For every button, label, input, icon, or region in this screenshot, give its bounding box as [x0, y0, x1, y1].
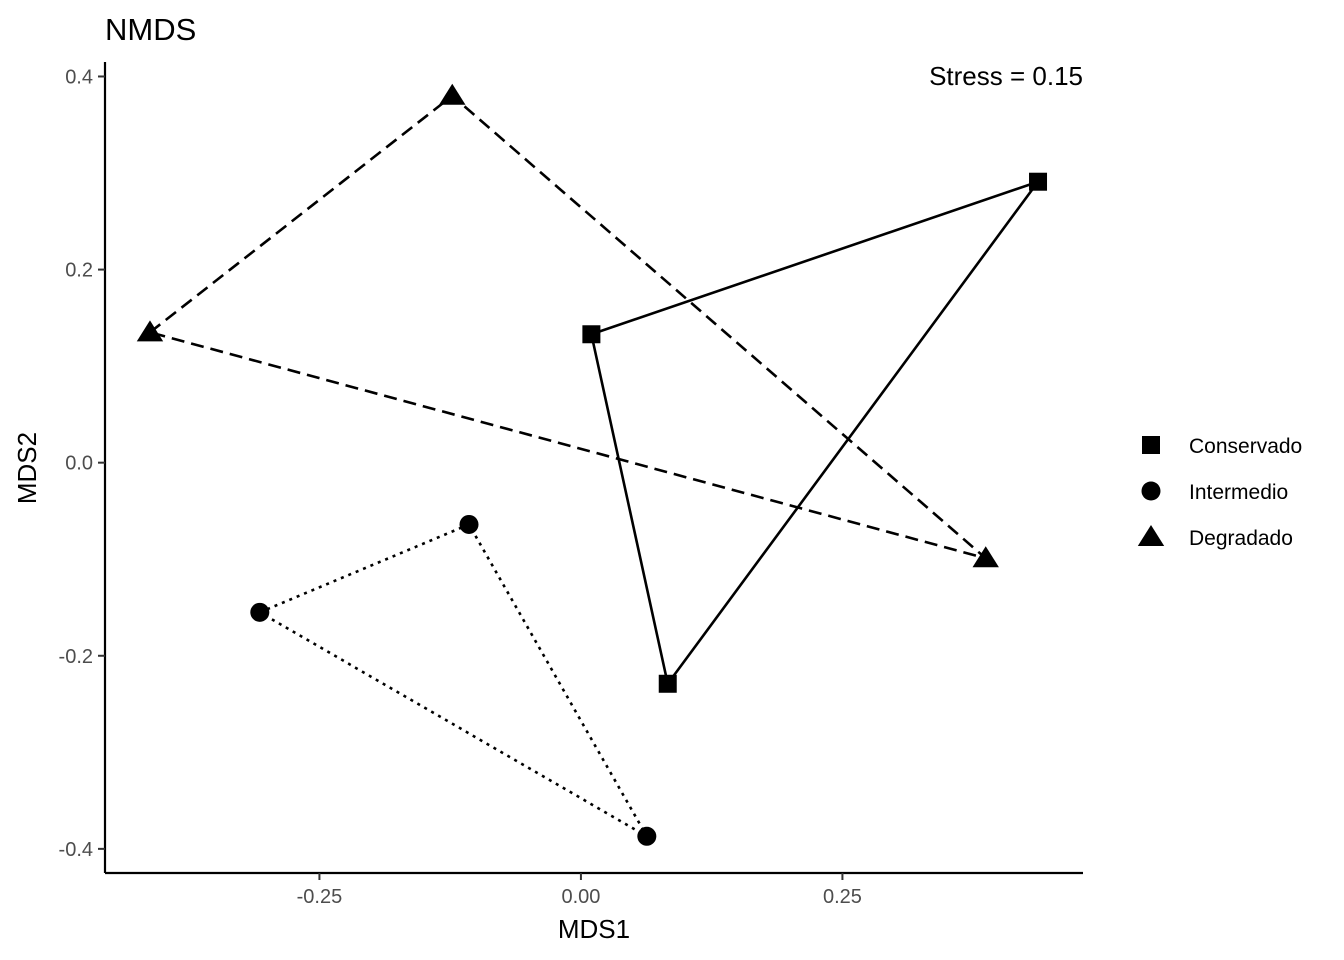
point-conservado: [1029, 172, 1048, 191]
hull-conservado: [590, 180, 1040, 686]
legend-item-intermedio: Intermedio: [1141, 481, 1288, 504]
y-tick-label: 0.0: [65, 453, 93, 475]
hull-intermedio: [258, 523, 649, 838]
point-degradado: [136, 320, 164, 342]
x-axis-title: MDS1: [558, 914, 630, 944]
legend-circle-icon: [1141, 481, 1161, 501]
point-degradado: [972, 546, 999, 568]
x-tick-label: 0.25: [823, 886, 862, 908]
legend-item-conservado: Conservado: [1142, 435, 1302, 458]
point-intermedio: [250, 602, 270, 622]
legend-label: Intermedio: [1189, 481, 1288, 504]
y-tick-label: -0.4: [59, 839, 93, 861]
legend-label: Conservado: [1189, 435, 1302, 458]
chart-title: NMDS: [105, 12, 196, 47]
y-tick-label: -0.2: [59, 646, 93, 668]
point-intermedio: [459, 514, 479, 534]
y-axis-title: MDS2: [12, 432, 42, 504]
legend-triangle-icon: [1137, 525, 1165, 546]
x-tick-label: -0.25: [297, 886, 343, 908]
legend-label: Degradado: [1189, 527, 1293, 550]
legend-item-degradado: Degradado: [1137, 525, 1293, 550]
point-conservado: [582, 325, 601, 344]
points-layer: [136, 83, 1048, 846]
x-tick-label: 0.00: [561, 886, 600, 908]
point-degradado: [439, 83, 466, 105]
hull-layer: [148, 94, 1040, 838]
y-tick-label: 0.4: [65, 66, 93, 88]
stress-annotation: Stress = 0.15: [929, 61, 1083, 91]
point-conservado: [658, 674, 677, 693]
axes-layer: -0.25 0.00 0.25 -0.4 -0.2 0.0 0.2 0.4: [59, 62, 1083, 908]
point-intermedio: [637, 826, 657, 846]
legend: Conservado Intermedio Degradado: [1137, 435, 1302, 550]
hull-degradado: [148, 94, 988, 560]
y-tick-label: 0.2: [65, 260, 93, 282]
legend-square-icon: [1142, 436, 1160, 454]
